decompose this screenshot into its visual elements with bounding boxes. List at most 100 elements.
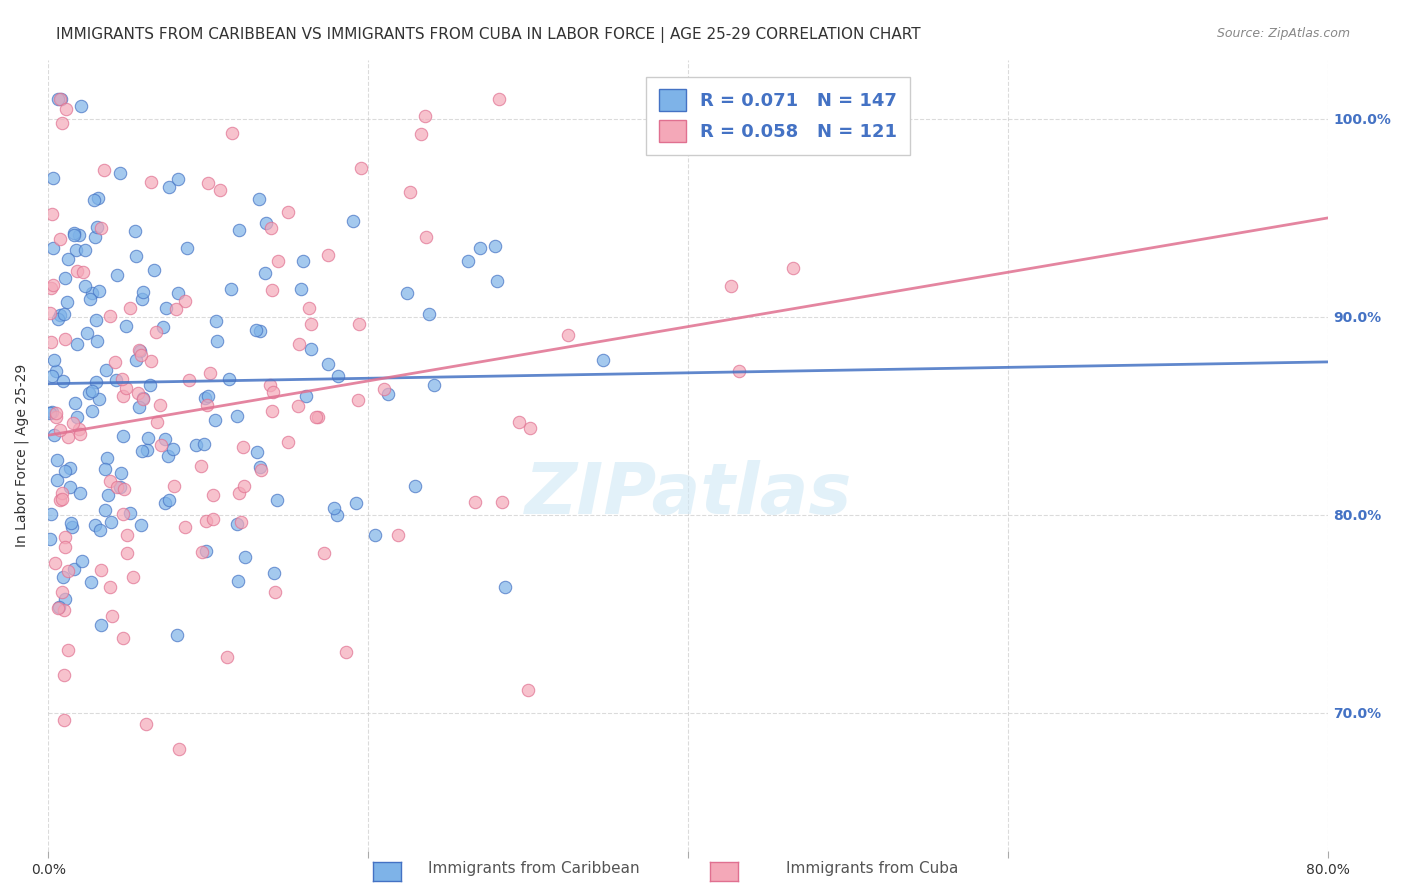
Immigrants from Cuba xyxy=(51,492,73,507)
Immigrants from Caribbean xyxy=(59,516,82,531)
Immigrants from Cuba xyxy=(195,398,218,412)
Immigrants from Caribbean xyxy=(132,391,155,405)
Immigrants from Caribbean xyxy=(38,406,60,420)
Immigrants from Caribbean xyxy=(167,172,190,186)
Immigrants from Caribbean xyxy=(45,474,67,488)
Immigrants from Caribbean xyxy=(263,566,285,581)
Immigrants from Caribbean xyxy=(56,294,79,309)
Immigrants from Caribbean xyxy=(204,413,226,427)
Immigrants from Cuba xyxy=(167,741,190,756)
Immigrants from Caribbean xyxy=(153,433,176,447)
Legend: R = 0.071   N = 147, R = 0.058   N = 121: R = 0.071 N = 147, R = 0.058 N = 121 xyxy=(645,77,910,155)
Immigrants from Caribbean xyxy=(100,515,122,529)
Immigrants from Caribbean xyxy=(325,508,347,523)
Immigrants from Caribbean xyxy=(69,486,91,500)
Immigrants from Caribbean xyxy=(204,314,226,328)
Immigrants from Caribbean xyxy=(63,227,86,242)
Immigrants from Cuba xyxy=(173,293,195,308)
Immigrants from Caribbean xyxy=(63,562,86,576)
Immigrants from Cuba xyxy=(44,556,66,570)
Immigrants from Caribbean xyxy=(245,323,267,337)
Immigrants from Caribbean xyxy=(79,292,101,306)
Immigrants from Caribbean xyxy=(60,520,83,534)
Immigrants from Cuba xyxy=(415,109,437,123)
Immigrants from Cuba xyxy=(131,348,153,362)
Immigrants from Cuba xyxy=(179,373,201,387)
Immigrants from Cuba xyxy=(415,230,437,244)
Immigrants from Caribbean xyxy=(233,549,256,564)
Immigrants from Caribbean xyxy=(82,403,104,417)
Immigrants from Cuba xyxy=(198,366,221,380)
Immigrants from Caribbean xyxy=(118,506,141,520)
Immigrants from Caribbean xyxy=(228,223,250,237)
Immigrants from Cuba xyxy=(90,563,112,577)
Immigrants from Cuba xyxy=(307,409,329,424)
Immigrants from Cuba xyxy=(46,600,69,615)
Immigrants from Caribbean xyxy=(153,495,176,509)
Immigrants from Caribbean xyxy=(80,575,103,590)
Immigrants from Cuba xyxy=(464,495,486,509)
Immigrants from Caribbean xyxy=(87,191,110,205)
Immigrants from Cuba xyxy=(165,301,187,316)
Immigrants from Caribbean xyxy=(48,599,70,614)
Immigrants from Caribbean xyxy=(132,285,155,299)
Immigrants from Caribbean xyxy=(363,528,385,542)
Immigrants from Cuba xyxy=(488,92,510,106)
Immigrants from Caribbean xyxy=(53,464,76,478)
Immigrants from Caribbean xyxy=(63,396,86,410)
Immigrants from Cuba xyxy=(299,317,322,331)
Immigrants from Caribbean xyxy=(125,249,148,263)
Immigrants from Cuba xyxy=(346,393,368,408)
Immigrants from Caribbean xyxy=(485,274,508,288)
Immigrants from Caribbean xyxy=(194,391,217,405)
Immigrants from Cuba xyxy=(277,205,299,219)
Immigrants from Caribbean xyxy=(194,543,217,558)
Immigrants from Cuba xyxy=(112,508,135,522)
Immigrants from Cuba xyxy=(260,403,283,417)
Immigrants from Cuba xyxy=(249,463,271,477)
Text: ZIPatlas: ZIPatlas xyxy=(524,460,852,530)
Immigrants from Caribbean xyxy=(129,518,152,533)
Immigrants from Cuba xyxy=(149,438,172,452)
Immigrants from Caribbean xyxy=(157,179,180,194)
Immigrants from Cuba xyxy=(262,385,284,400)
Immigrants from Cuba xyxy=(41,207,63,221)
Immigrants from Cuba xyxy=(127,385,149,400)
Immigrants from Cuba xyxy=(98,309,121,323)
Immigrants from Cuba xyxy=(55,102,77,116)
Immigrants from Cuba xyxy=(115,546,138,560)
Immigrants from Caribbean xyxy=(65,244,87,258)
Immigrants from Cuba xyxy=(194,514,217,528)
Immigrants from Cuba xyxy=(115,381,138,395)
Immigrants from Cuba xyxy=(49,423,72,437)
Immigrants from Caribbean xyxy=(422,377,444,392)
Immigrants from Cuba xyxy=(39,306,62,320)
Immigrants from Cuba xyxy=(191,545,214,559)
Immigrants from Caribbean xyxy=(80,384,103,398)
Text: Immigrants from Cuba: Immigrants from Cuba xyxy=(786,861,957,876)
Immigrants from Caribbean xyxy=(83,517,105,532)
Immigrants from Cuba xyxy=(66,264,89,278)
Immigrants from Cuba xyxy=(727,364,749,378)
Immigrants from Caribbean xyxy=(468,241,491,255)
Immigrants from Caribbean xyxy=(63,226,86,240)
Immigrants from Cuba xyxy=(51,485,73,500)
Immigrants from Cuba xyxy=(118,301,141,315)
Immigrants from Cuba xyxy=(264,585,287,599)
Immigrants from Cuba xyxy=(132,392,155,406)
Immigrants from Cuba xyxy=(201,512,224,526)
Immigrants from Caribbean xyxy=(108,166,131,180)
Immigrants from Caribbean xyxy=(247,192,270,206)
Immigrants from Cuba xyxy=(112,483,135,497)
Immigrants from Cuba xyxy=(266,253,288,268)
Immigrants from Caribbean xyxy=(104,373,127,387)
Immigrants from Caribbean xyxy=(52,374,75,388)
Immigrants from Cuba xyxy=(318,248,340,262)
Immigrants from Cuba xyxy=(39,280,62,294)
Immigrants from Cuba xyxy=(56,564,79,578)
Immigrants from Cuba xyxy=(519,421,541,435)
Immigrants from Caribbean xyxy=(377,387,399,401)
Immigrants from Caribbean xyxy=(97,488,120,502)
Immigrants from Caribbean xyxy=(41,405,63,419)
Immigrants from Caribbean xyxy=(266,493,288,508)
